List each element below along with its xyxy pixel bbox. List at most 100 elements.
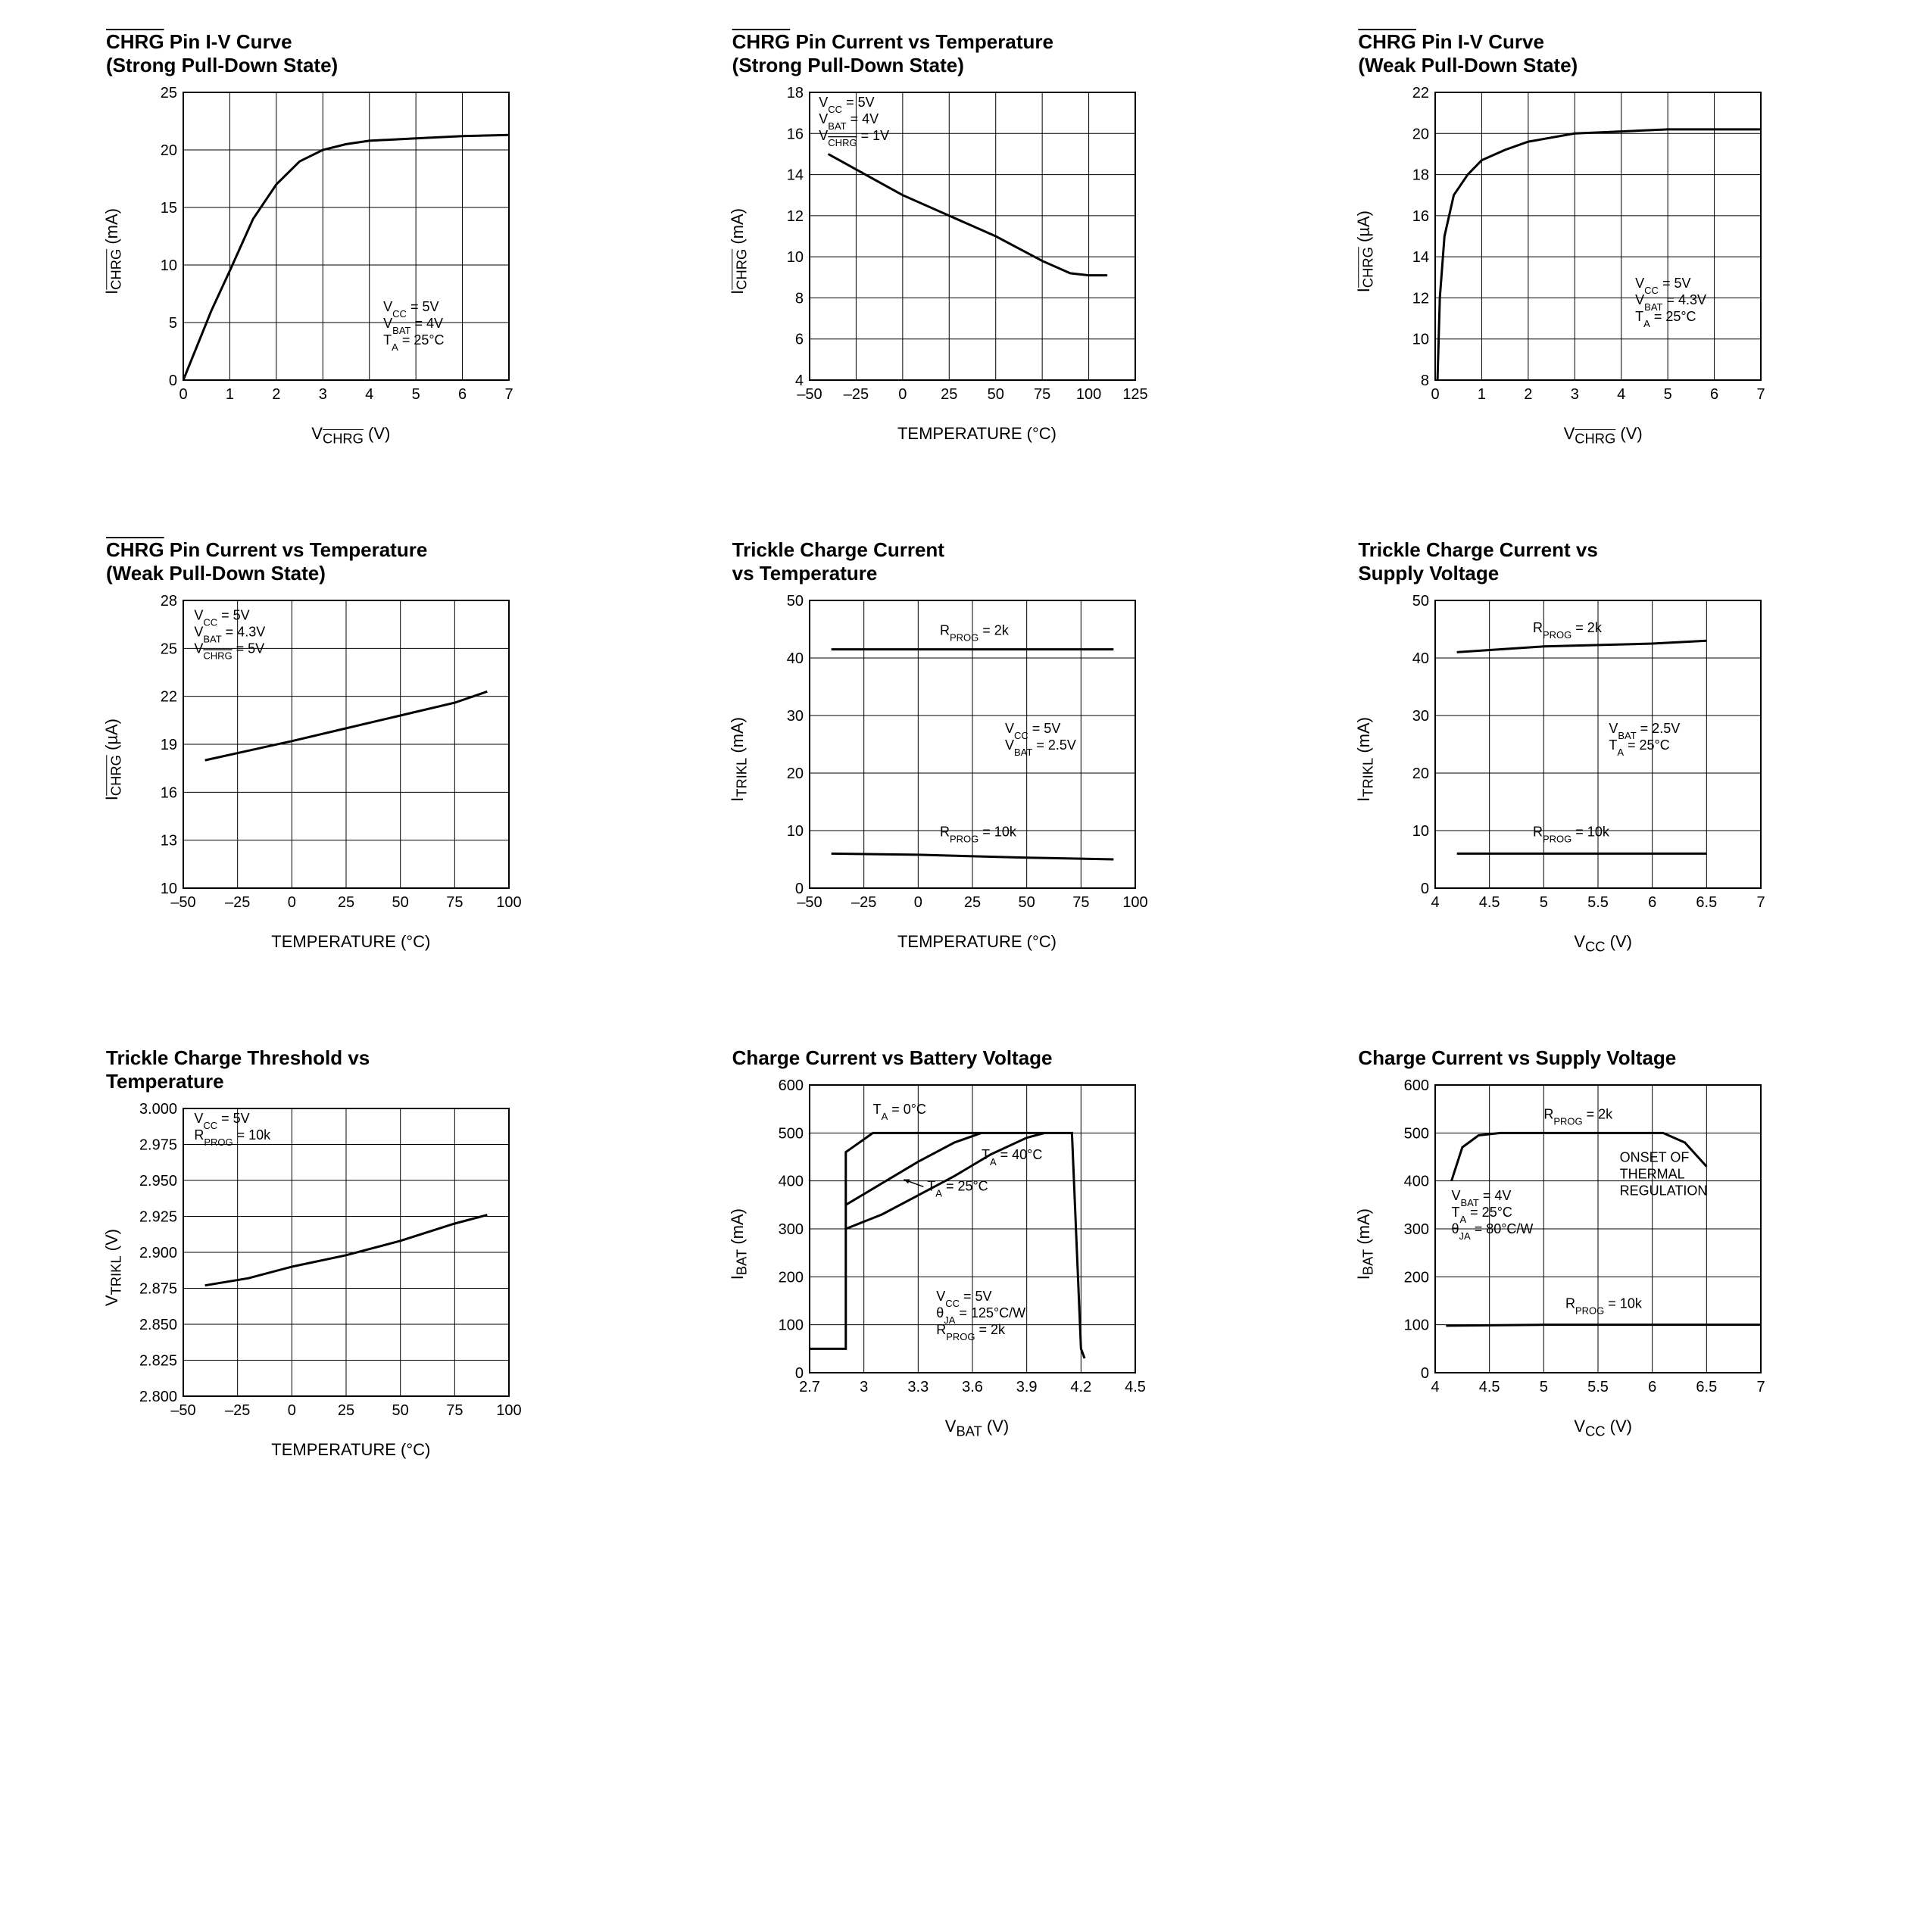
svg-text:1: 1 (1478, 386, 1486, 403)
svg-text:0: 0 (288, 894, 296, 911)
y-axis-label: ICHRG (mA) (102, 208, 124, 295)
svg-text:2.925: 2.925 (139, 1208, 177, 1225)
chart-c4: CHRG Pin Current vs Temperature (Weak Pu… (30, 538, 596, 956)
svg-text:7: 7 (504, 386, 513, 403)
chart-title: CHRG Pin Current vs Temperature (Strong … (732, 30, 1222, 77)
svg-text:75: 75 (446, 894, 463, 911)
svg-text:40: 40 (786, 650, 803, 667)
y-axis-label: ICHRG (mA) (728, 208, 750, 295)
x-axis-label: TEMPERATURE (°C) (897, 932, 1057, 952)
plot-area: 012345670510152025VCC = 5VVBAT = 4VTA = … (130, 85, 524, 418)
svg-text:25: 25 (338, 894, 354, 911)
svg-text:0: 0 (1431, 386, 1440, 403)
svg-text:40: 40 (1412, 650, 1429, 667)
svg-text:10: 10 (786, 823, 803, 840)
svg-text:5: 5 (169, 315, 177, 332)
svg-text:7: 7 (1757, 894, 1765, 911)
svg-text:6: 6 (1648, 894, 1656, 911)
series-1 (1447, 1324, 1762, 1325)
y-axis-label: ICHRG (µA) (102, 719, 124, 800)
svg-text:–25: –25 (843, 386, 868, 403)
svg-text:16: 16 (1412, 208, 1429, 225)
chart-c7: Trickle Charge Threshold vs Temperature V… (30, 1046, 596, 1460)
chart-c3: CHRG Pin I-V Curve (Weak Pull-Down State… (1282, 30, 1848, 447)
svg-text:10: 10 (786, 250, 803, 267)
svg-text:50: 50 (392, 1402, 409, 1419)
svg-text:25: 25 (964, 894, 981, 911)
svg-text:300: 300 (778, 1221, 803, 1238)
chart-title: Trickle Charge Current vs Supply Voltage (1358, 538, 1848, 585)
svg-text:6: 6 (795, 332, 804, 348)
x-axis-label: TEMPERATURE (°C) (271, 1440, 430, 1460)
y-axis-label: ICHRG (µA) (1354, 210, 1376, 292)
svg-text:20: 20 (1412, 126, 1429, 143)
svg-text:30: 30 (786, 708, 803, 725)
svg-text:3.3: 3.3 (907, 1379, 929, 1395)
svg-text:0: 0 (169, 373, 177, 389)
x-axis-label: TEMPERATURE (°C) (897, 424, 1057, 444)
svg-text:100: 100 (496, 894, 521, 911)
plot-area: –50–25025507510001020304050RPROG = 2kRPR… (757, 593, 1150, 926)
svg-text:600: 600 (1404, 1077, 1429, 1094)
svg-text:20: 20 (1412, 765, 1429, 782)
chart-c9: Charge Current vs Supply VoltageIBAT (mA… (1282, 1046, 1848, 1460)
svg-text:4: 4 (365, 386, 373, 403)
x-axis-label: VCC (V) (1574, 932, 1632, 955)
svg-text:4: 4 (1431, 894, 1440, 911)
chart-title: CHRG Pin I-V Curve (Weak Pull-Down State… (1358, 30, 1848, 77)
plot-area: –50–2502550751002.8002.8252.8502.8752.90… (130, 1101, 524, 1434)
svg-text:25: 25 (161, 85, 177, 101)
svg-text:6: 6 (1710, 386, 1718, 403)
svg-text:400: 400 (1404, 1173, 1429, 1189)
svg-text:50: 50 (987, 386, 1003, 403)
svg-text:5: 5 (1664, 386, 1672, 403)
svg-text:6: 6 (1648, 1379, 1656, 1395)
svg-text:100: 100 (1122, 894, 1147, 911)
svg-text:100: 100 (1404, 1317, 1429, 1333)
svg-text:10: 10 (161, 881, 177, 897)
annotation: REGULATION (1620, 1183, 1708, 1198)
svg-text:2: 2 (1525, 386, 1533, 403)
svg-text:20: 20 (786, 765, 803, 782)
svg-text:20: 20 (161, 142, 177, 159)
svg-text:600: 600 (778, 1077, 803, 1094)
svg-text:4.2: 4.2 (1070, 1379, 1091, 1395)
svg-text:14: 14 (1412, 250, 1429, 267)
svg-text:5: 5 (412, 386, 420, 403)
svg-text:500: 500 (1404, 1125, 1429, 1142)
svg-text:13: 13 (161, 833, 177, 850)
y-axis-label: IBAT (mA) (728, 1208, 750, 1280)
svg-text:2.875: 2.875 (139, 1280, 177, 1297)
svg-text:16: 16 (161, 784, 177, 801)
svg-text:3.6: 3.6 (962, 1379, 983, 1395)
chart-title: CHRG Pin Current vs Temperature (Weak Pu… (106, 538, 596, 585)
plot-area: 2.733.33.63.94.24.50100200300400500600TA… (757, 1077, 1150, 1411)
y-axis-label: VTRIKL (V) (102, 1229, 124, 1306)
chart-title: Trickle Charge Threshold vs Temperature (106, 1046, 596, 1093)
svg-text:100: 100 (778, 1317, 803, 1333)
svg-text:5: 5 (1540, 894, 1548, 911)
svg-text:3: 3 (1571, 386, 1579, 403)
x-axis-label: TEMPERATURE (°C) (271, 932, 430, 952)
x-axis-label: VCC (V) (1574, 1417, 1632, 1439)
svg-text:22: 22 (1412, 85, 1429, 101)
svg-text:19: 19 (161, 737, 177, 753)
x-axis-label: VBAT (V) (945, 1417, 1009, 1439)
annotation: ONSET OF (1620, 1149, 1690, 1165)
svg-text:15: 15 (161, 200, 177, 217)
svg-text:30: 30 (1412, 708, 1429, 725)
chart-c2: CHRG Pin Current vs Temperature (Strong … (657, 30, 1222, 447)
chart-grid: CHRG Pin I-V Curve (Strong Pull-Down Sta… (30, 30, 1848, 1460)
plot-area: 44.555.566.5701020304050RPROG = 2kRPROG … (1382, 593, 1776, 926)
svg-text:0: 0 (179, 386, 187, 403)
annotation: THERMAL (1620, 1166, 1685, 1181)
svg-text:18: 18 (786, 85, 803, 101)
svg-text:2: 2 (272, 386, 280, 403)
chart-c1: CHRG Pin I-V Curve (Strong Pull-Down Sta… (30, 30, 596, 447)
svg-text:4.5: 4.5 (1479, 894, 1500, 911)
svg-text:–25: –25 (225, 1402, 250, 1419)
chart-c5: Trickle Charge Current vs TemperatureITR… (657, 538, 1222, 956)
svg-text:5: 5 (1540, 1379, 1548, 1395)
svg-text:50: 50 (786, 593, 803, 610)
svg-text:0: 0 (913, 894, 922, 911)
